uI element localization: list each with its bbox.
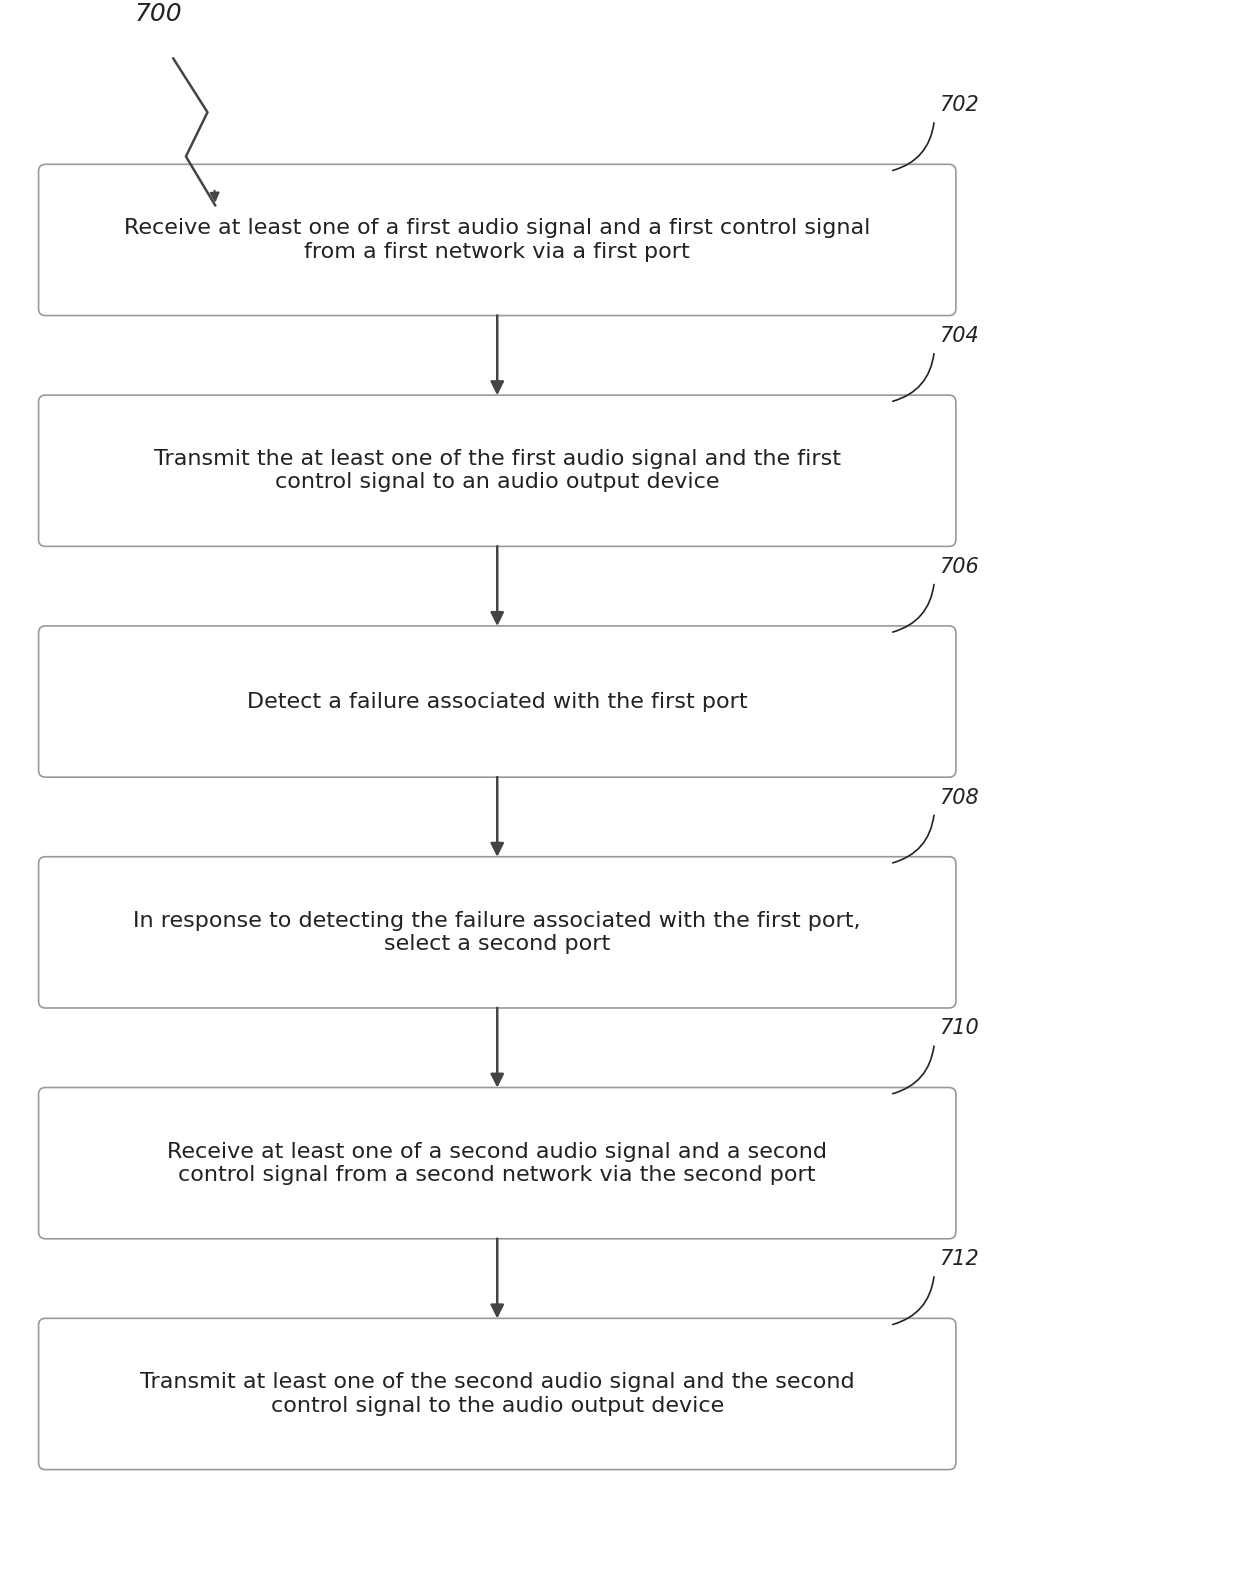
Text: Transmit at least one of the second audio signal and the second
control signal t: Transmit at least one of the second audi… — [140, 1372, 854, 1416]
FancyArrowPatch shape — [893, 584, 934, 633]
FancyBboxPatch shape — [38, 1088, 956, 1239]
FancyBboxPatch shape — [38, 1319, 956, 1470]
FancyBboxPatch shape — [38, 857, 956, 1008]
Text: 702: 702 — [939, 96, 978, 115]
FancyBboxPatch shape — [38, 396, 956, 546]
Text: 710: 710 — [939, 1019, 978, 1038]
FancyBboxPatch shape — [38, 165, 956, 316]
Text: 704: 704 — [939, 327, 978, 345]
Text: Receive at least one of a first audio signal and a first control signal
from a f: Receive at least one of a first audio si… — [124, 218, 870, 262]
FancyArrowPatch shape — [893, 1046, 934, 1094]
Text: 712: 712 — [939, 1250, 978, 1269]
FancyArrowPatch shape — [893, 1276, 934, 1325]
FancyArrowPatch shape — [893, 122, 934, 171]
FancyArrowPatch shape — [893, 353, 934, 402]
FancyArrowPatch shape — [893, 815, 934, 864]
Text: Transmit the at least one of the first audio signal and the first
control signal: Transmit the at least one of the first a… — [154, 449, 841, 493]
Text: 706: 706 — [939, 557, 978, 576]
Text: 708: 708 — [939, 788, 978, 807]
Text: 700: 700 — [135, 2, 182, 27]
Text: Detect a failure associated with the first port: Detect a failure associated with the fir… — [247, 691, 748, 711]
Text: In response to detecting the failure associated with the first port,
select a se: In response to detecting the failure ass… — [134, 911, 861, 955]
FancyBboxPatch shape — [38, 626, 956, 777]
Text: Receive at least one of a second audio signal and a second
control signal from a: Receive at least one of a second audio s… — [167, 1141, 827, 1185]
